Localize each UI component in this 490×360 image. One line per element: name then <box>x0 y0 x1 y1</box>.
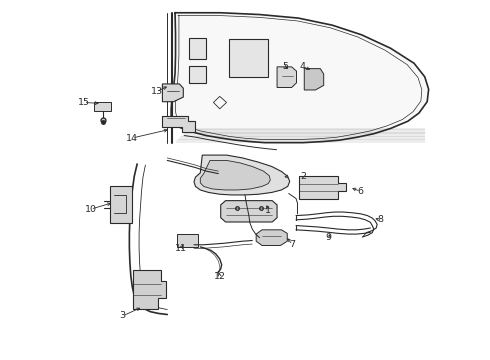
Text: 7: 7 <box>290 240 295 249</box>
Polygon shape <box>304 69 324 90</box>
Polygon shape <box>189 38 206 59</box>
Polygon shape <box>177 234 198 247</box>
Text: 2: 2 <box>300 172 306 181</box>
Polygon shape <box>200 161 270 190</box>
Text: 6: 6 <box>358 187 364 196</box>
Polygon shape <box>229 40 269 77</box>
Text: 1: 1 <box>265 206 271 215</box>
Polygon shape <box>171 13 429 143</box>
Polygon shape <box>189 66 206 83</box>
Polygon shape <box>133 270 166 309</box>
Text: 5: 5 <box>282 62 288 71</box>
Text: 9: 9 <box>325 233 332 242</box>
Polygon shape <box>194 155 290 195</box>
Polygon shape <box>162 84 183 102</box>
Text: 13: 13 <box>150 87 163 96</box>
Text: 4: 4 <box>299 62 305 71</box>
Polygon shape <box>95 102 111 111</box>
Text: 10: 10 <box>84 205 97 214</box>
Text: 15: 15 <box>78 98 90 107</box>
Polygon shape <box>162 116 195 132</box>
Polygon shape <box>277 67 296 87</box>
Text: 8: 8 <box>377 215 383 224</box>
Polygon shape <box>256 230 287 246</box>
Polygon shape <box>299 176 346 198</box>
Text: 3: 3 <box>120 311 125 320</box>
Text: 14: 14 <box>126 134 138 143</box>
Text: 12: 12 <box>214 272 226 281</box>
Polygon shape <box>110 186 132 223</box>
Polygon shape <box>220 201 277 222</box>
Text: 11: 11 <box>175 244 187 253</box>
